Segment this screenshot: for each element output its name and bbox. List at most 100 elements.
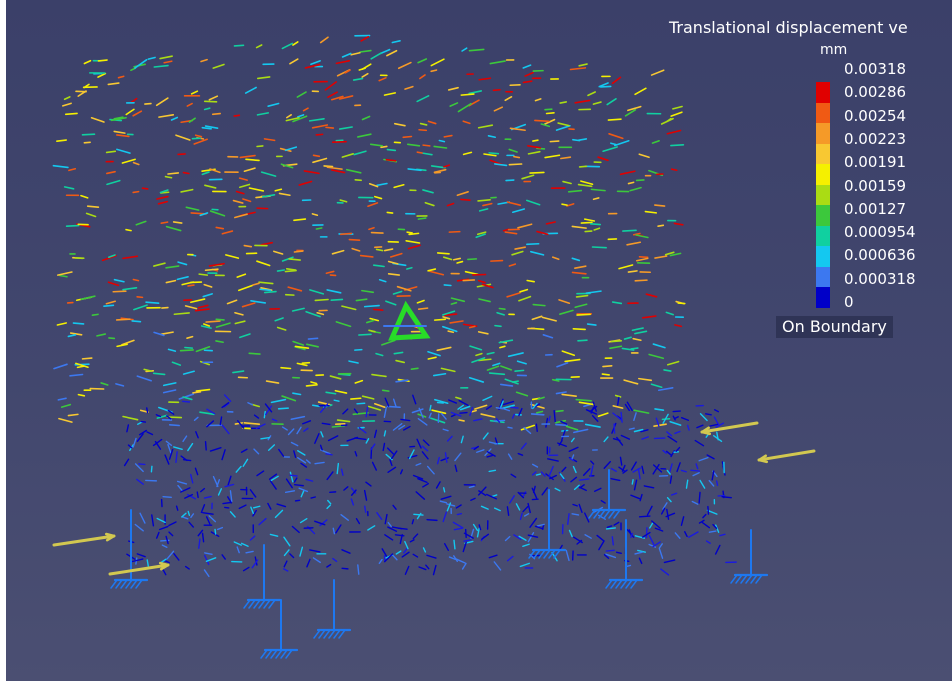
displacement-vector xyxy=(204,552,213,555)
displacement-vector xyxy=(341,52,352,58)
displacement-vector xyxy=(344,69,351,74)
displacement-vector xyxy=(655,417,660,427)
viewport-3d[interactable]: Translational displacement ve mm 0.00318… xyxy=(6,0,952,681)
legend-swatch xyxy=(816,205,830,226)
displacement-vector xyxy=(342,408,349,415)
displacement-vector xyxy=(460,198,471,202)
displacement-vector xyxy=(166,415,172,420)
displacement-vector xyxy=(162,389,177,394)
displacement-vector xyxy=(416,95,430,103)
displacement-vector xyxy=(628,427,635,430)
displacement-vector xyxy=(666,431,673,437)
legend-value-label: 0.00223 xyxy=(844,129,907,148)
displacement-vector xyxy=(532,402,538,410)
displacement-vector xyxy=(369,317,380,322)
displacement-vector xyxy=(193,138,208,145)
displacement-vector xyxy=(589,405,598,413)
displacement-vector xyxy=(486,454,494,458)
displacement-vector xyxy=(262,193,276,198)
displacement-vector xyxy=(193,416,199,422)
displacement-vector xyxy=(371,461,378,471)
displacement-vector xyxy=(490,259,504,262)
displacement-vector xyxy=(385,300,397,306)
displacement-vector xyxy=(150,465,153,473)
displacement-vector xyxy=(157,200,169,205)
legend-value-label: 0 xyxy=(844,293,854,311)
displacement-vector xyxy=(156,195,169,200)
displacement-vector xyxy=(121,158,136,164)
displacement-vector xyxy=(144,102,152,105)
displacement-vector xyxy=(60,403,72,408)
displacement-vector xyxy=(350,489,357,496)
displacement-vector xyxy=(478,298,491,303)
displacement-vector xyxy=(603,436,609,443)
displacement-vector xyxy=(535,423,538,433)
displacement-vector xyxy=(684,531,688,538)
displacement-vector xyxy=(630,347,639,350)
displacement-vector xyxy=(297,450,306,456)
displacement-vector xyxy=(491,494,498,498)
displacement-vector xyxy=(473,418,483,422)
displacement-vector xyxy=(392,504,397,510)
displacement-vector xyxy=(519,512,523,521)
displacement-vector-plot[interactable] xyxy=(6,0,952,681)
displacement-vector xyxy=(357,564,360,575)
displacement-vector xyxy=(449,102,459,107)
displacement-vector xyxy=(264,405,273,416)
displacement-vector xyxy=(263,138,276,142)
displacement-vector xyxy=(185,206,200,211)
displacement-vector xyxy=(459,411,468,414)
displacement-vector xyxy=(200,325,212,329)
displacement-vector xyxy=(450,301,458,305)
displacement-vector xyxy=(711,470,715,481)
on-boundary-label[interactable]: On Boundary xyxy=(776,316,893,338)
displacement-vector xyxy=(239,183,251,189)
displacement-vector xyxy=(136,433,144,442)
displacement-vector xyxy=(434,398,449,405)
displacement-vector xyxy=(184,493,194,499)
displacement-vector xyxy=(386,148,397,152)
displacement-vector xyxy=(172,221,183,224)
displacement-vector xyxy=(303,427,309,432)
displacement-vector xyxy=(91,313,99,317)
displacement-vector xyxy=(536,230,549,236)
displacement-vector xyxy=(464,270,479,276)
displacement-vector xyxy=(548,465,554,478)
displacement-vector xyxy=(381,389,390,392)
displacement-vector xyxy=(216,526,224,531)
displacement-vector xyxy=(486,450,496,457)
support-hatch xyxy=(538,549,546,559)
displacement-vector xyxy=(260,171,277,177)
displacement-vector xyxy=(158,525,169,531)
displacement-vector xyxy=(242,198,252,203)
displacement-vector xyxy=(310,496,316,499)
displacement-vector xyxy=(263,290,277,294)
displacement-vector xyxy=(454,452,462,462)
displacement-vector xyxy=(332,557,338,563)
displacement-vector xyxy=(505,179,515,182)
displacement-vector xyxy=(103,304,115,307)
displacement-vector xyxy=(294,499,301,502)
displacement-vector xyxy=(97,59,108,62)
displacement-vector xyxy=(56,322,67,326)
displacement-vector xyxy=(456,512,463,516)
displacement-vector xyxy=(161,544,168,548)
displacement-vector xyxy=(417,58,428,64)
displacement-vector xyxy=(446,435,453,442)
displacement-vector xyxy=(168,521,177,527)
displacement-vector xyxy=(615,551,622,555)
displacement-vector xyxy=(488,554,498,559)
displacement-vector xyxy=(370,52,382,60)
displacement-vector xyxy=(146,431,154,436)
displacement-vector xyxy=(343,486,349,491)
displacement-vector xyxy=(236,546,240,554)
displacement-vector xyxy=(561,393,577,397)
displacement-vector xyxy=(364,505,367,513)
displacement-vector xyxy=(315,227,323,230)
displacement-vector xyxy=(281,426,288,431)
displacement-vector xyxy=(123,458,130,467)
displacement-vector xyxy=(56,271,73,276)
displacement-vector xyxy=(498,307,506,311)
displacement-vector xyxy=(280,366,292,370)
displacement-vector xyxy=(365,319,375,324)
